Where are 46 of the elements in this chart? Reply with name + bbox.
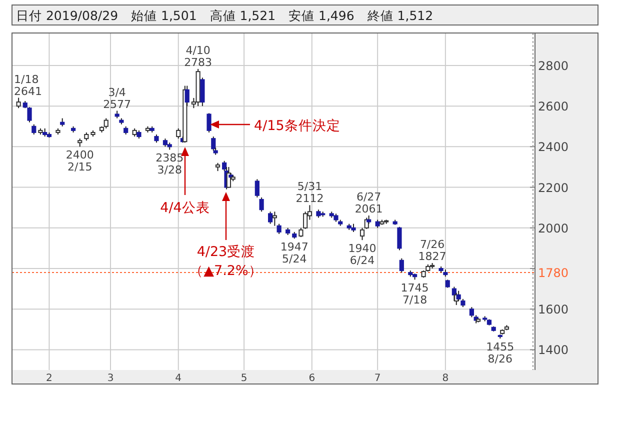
annotation: 1745 7/18 bbox=[400, 282, 429, 307]
annotation: 6/27 2061 bbox=[354, 190, 383, 216]
annotation: 1/18 2641 bbox=[14, 72, 42, 98]
x-tick-label: 2 bbox=[46, 373, 52, 384]
candlestick bbox=[259, 196, 264, 212]
annotation: 5/31 2112 bbox=[296, 180, 324, 206]
annotation: 2400 2/15 bbox=[66, 148, 94, 174]
candlestick bbox=[32, 124, 36, 136]
candlestick bbox=[206, 112, 212, 133]
candlestick bbox=[452, 286, 456, 302]
y-tick-label: 2800 bbox=[538, 58, 569, 73]
candlestick bbox=[272, 211, 277, 226]
y-tick-label: 1600 bbox=[538, 302, 569, 317]
annotation: 4/23受渡（▲7.2%） bbox=[190, 244, 262, 279]
x-tick-label: 4 bbox=[175, 373, 182, 384]
x-tick-label: 6 bbox=[308, 373, 316, 384]
annotation: 1455 8/26 bbox=[486, 340, 514, 366]
annotation: 1947 5/24 bbox=[280, 240, 308, 266]
annotation: 4/15条件決定 bbox=[254, 118, 340, 134]
y-tick-label: 2600 bbox=[538, 100, 569, 114]
chart-title: 日付 2019/08/29 始値 1,501 高値 1,521 安値 1,496 終値 1,512 bbox=[16, 8, 434, 23]
x-tick-label: 3 bbox=[107, 373, 114, 384]
candlestick bbox=[268, 211, 273, 224]
candlestick bbox=[200, 77, 205, 107]
annotation: 7/26 1827 bbox=[418, 238, 446, 264]
ref-line-label: 1780 bbox=[538, 266, 569, 280]
candlestick bbox=[399, 258, 404, 274]
y-tick-label: 1400 bbox=[538, 343, 569, 358]
x-tick-label: 8 bbox=[442, 373, 449, 384]
candlestick bbox=[397, 226, 402, 251]
x-tick-label: 7 bbox=[374, 373, 381, 384]
annotation: 4/4公表 bbox=[160, 200, 210, 216]
annotation: 2385 3/28 bbox=[156, 152, 184, 177]
candlestick bbox=[16, 97, 21, 109]
annotation: 3/4 2577 bbox=[103, 86, 132, 111]
x-tick-label: 5 bbox=[240, 373, 248, 384]
candlestick bbox=[211, 136, 216, 152]
candlestick bbox=[104, 118, 108, 129]
annotation: 1940 6/24 bbox=[348, 242, 376, 268]
annotation: 4/10 2783 bbox=[184, 44, 212, 69]
y-tick-label: 2400 bbox=[538, 140, 569, 154]
y-tick-label: 2000 bbox=[538, 221, 569, 236]
candlestick bbox=[276, 223, 282, 234]
candlestick bbox=[176, 128, 181, 140]
candlestick bbox=[254, 178, 260, 198]
y-tick-label: 2200 bbox=[538, 180, 569, 195]
